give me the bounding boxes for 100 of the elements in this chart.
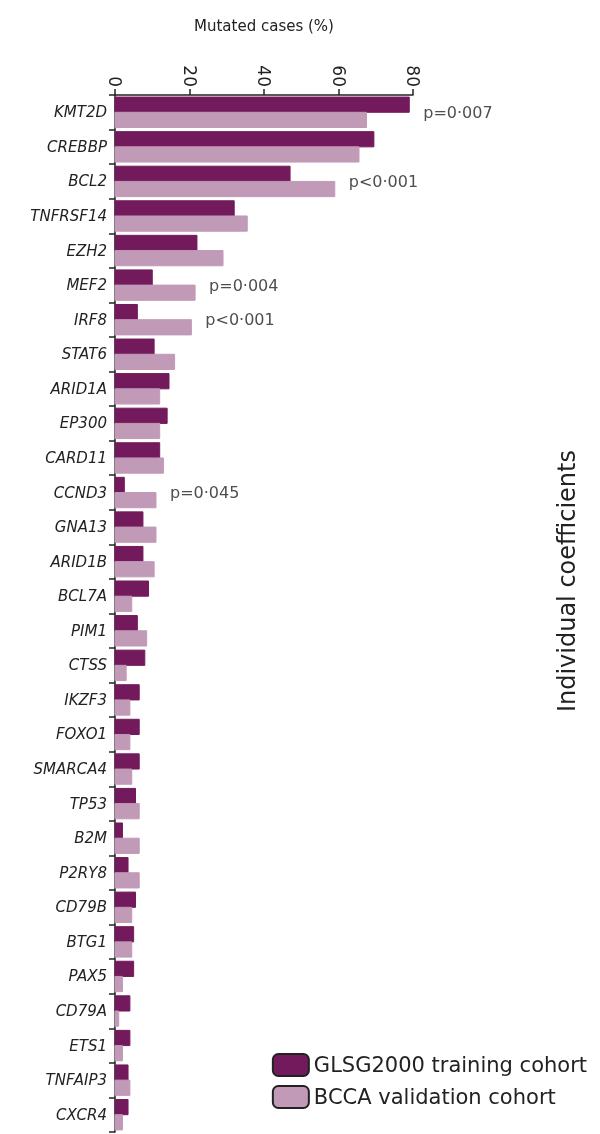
bar xyxy=(114,906,133,924)
bar xyxy=(114,284,196,301)
bar xyxy=(114,872,140,889)
annotation: p<0·001 xyxy=(348,171,419,191)
bar xyxy=(114,561,155,578)
x-tick-label: 40 xyxy=(254,65,274,87)
y-tick-label: TNFRSF14 xyxy=(30,206,107,225)
bar xyxy=(114,995,131,1012)
y-tick-label: EZH2 xyxy=(66,241,107,260)
x-tick-label: 80 xyxy=(403,65,423,87)
y-tick-label: B2M xyxy=(74,829,108,848)
bar xyxy=(114,1064,129,1081)
bar xyxy=(114,1045,123,1062)
legend-label: BCCA validation cohort xyxy=(313,1085,556,1109)
annotation: p<0·001 xyxy=(205,310,275,330)
bar xyxy=(114,891,136,908)
y-tick-label: GNA13 xyxy=(54,518,107,537)
bar xyxy=(114,580,150,597)
bar xyxy=(114,664,127,682)
bar xyxy=(114,422,161,440)
y-tick-label: CXCR4 xyxy=(56,1105,107,1124)
bar xyxy=(114,1079,131,1096)
y-tick-label: CD79A xyxy=(55,1002,107,1021)
y-tick-label: IKZF3 xyxy=(64,690,107,709)
bar xyxy=(114,373,170,390)
bar xyxy=(114,407,168,424)
y-tick-label: SMARCA4 xyxy=(33,760,107,779)
bar xyxy=(114,511,144,528)
legend-label: GLSG2000 training cohort xyxy=(313,1053,588,1077)
bar xyxy=(114,131,375,148)
y-tick-label: BTG1 xyxy=(66,932,107,951)
y-tick-label: KMT2D xyxy=(53,103,107,122)
y-tick-label: FOXO1 xyxy=(55,725,107,744)
bar xyxy=(114,269,153,286)
bar xyxy=(114,338,155,355)
bar xyxy=(114,234,198,252)
y-tick-label: CCND3 xyxy=(53,483,107,502)
bar xyxy=(114,1029,131,1047)
bar xyxy=(114,630,148,647)
bar xyxy=(114,718,140,735)
y-tick-label: EP300 xyxy=(59,414,107,433)
bar xyxy=(114,457,164,474)
bar xyxy=(114,96,410,113)
text: Individual coefficients xyxy=(553,449,581,713)
bar xyxy=(114,545,144,563)
bar xyxy=(114,388,161,405)
bar xyxy=(114,303,138,321)
y-tick-label: CARD11 xyxy=(45,448,107,467)
bar xyxy=(114,941,133,958)
bar xyxy=(114,699,131,716)
bar xyxy=(114,975,123,993)
y-tick-label: PAX5 xyxy=(68,967,107,986)
y-tick-label: ARID1A xyxy=(49,379,107,398)
y-tick-label: MEF2 xyxy=(66,276,107,295)
y-tick-label: ARID1B xyxy=(49,552,107,571)
bar xyxy=(114,215,248,232)
bar xyxy=(114,768,133,785)
annotation: p=0·007 xyxy=(423,102,493,122)
x-tick-label: 60 xyxy=(328,65,349,87)
bar xyxy=(114,857,129,874)
annotation: p=0·045 xyxy=(169,483,240,503)
y-tick-label: TNFAIP3 xyxy=(45,1071,107,1090)
annotation: p=0·004 xyxy=(209,275,279,295)
x-tick-label: 20 xyxy=(179,65,200,87)
y-tick-label: TP53 xyxy=(69,794,107,813)
bar xyxy=(114,1010,120,1027)
bar xyxy=(114,1114,123,1131)
bar xyxy=(114,111,367,128)
bar xyxy=(114,649,146,666)
bar xyxy=(114,960,135,977)
bar xyxy=(114,837,140,854)
bar xyxy=(114,250,224,267)
y-tick-label: CTSS xyxy=(68,656,108,675)
bar xyxy=(114,353,176,370)
bar xyxy=(114,787,136,805)
y-tick-label: BCL7A xyxy=(58,587,107,606)
bar xyxy=(114,926,135,943)
y-tick-label: PIM1 xyxy=(71,621,107,640)
y-tick-label: IRF8 xyxy=(73,310,107,329)
bar xyxy=(114,180,336,198)
bar xyxy=(114,200,235,217)
bar xyxy=(114,684,140,701)
bar xyxy=(114,319,192,336)
y-tick-label: CREBBP xyxy=(47,137,108,156)
y-tick-label: ETS1 xyxy=(69,1036,107,1055)
y-tick-label: BCL2 xyxy=(68,172,107,191)
bar xyxy=(114,476,125,494)
x-tick-label: 0 xyxy=(105,76,125,87)
bar xyxy=(114,492,157,509)
bar xyxy=(114,595,133,612)
bar xyxy=(114,146,360,163)
y-tick-label: P2RY8 xyxy=(59,863,107,882)
bar xyxy=(114,615,138,632)
bar xyxy=(114,822,123,839)
bar xyxy=(114,526,157,543)
bar xyxy=(114,1099,129,1116)
bar xyxy=(114,733,131,751)
bar xyxy=(114,442,161,459)
x-axis-title: Mutated cases (%) xyxy=(194,16,334,35)
y-tick-label: STAT6 xyxy=(61,345,107,364)
